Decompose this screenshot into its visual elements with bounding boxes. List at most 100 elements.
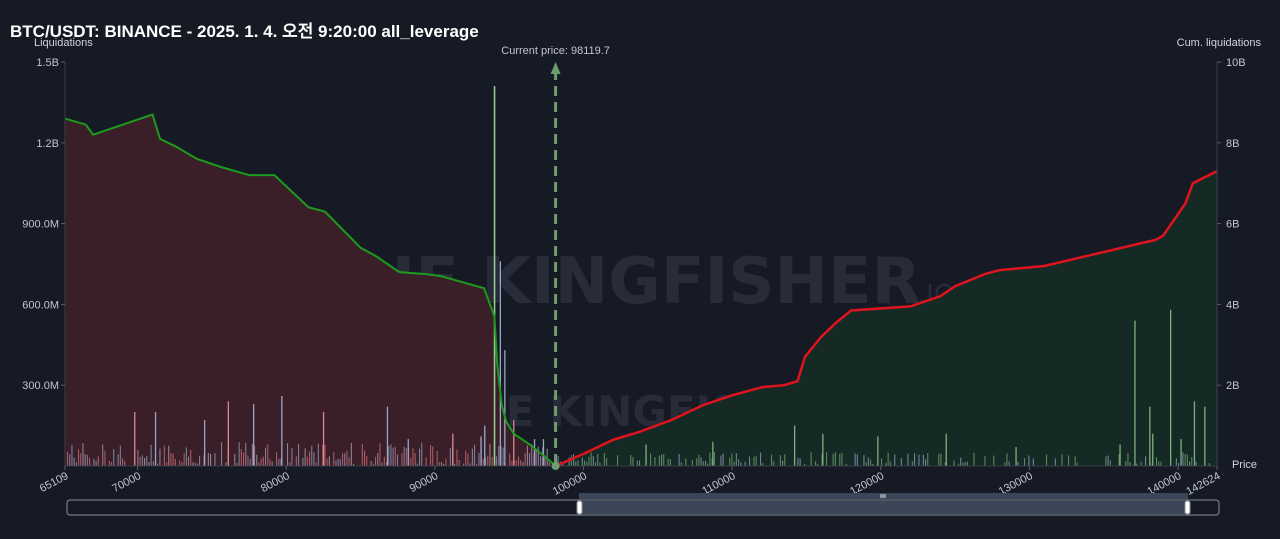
- liquidation-bar: [887, 452, 889, 466]
- liquidation-bar: [225, 462, 227, 466]
- liquidation-bar: [540, 456, 542, 466]
- liquidation-bar: [735, 453, 737, 466]
- navigator-grip-icon[interactable]: [880, 494, 886, 498]
- liquidation-bar: [102, 444, 104, 466]
- liquidation-spike: [533, 439, 536, 466]
- liquidation-spike: [513, 420, 515, 466]
- liquidation-bar: [214, 453, 216, 466]
- liquidation-bar: [1109, 460, 1111, 466]
- liquidation-bar: [568, 457, 570, 466]
- liquidation-bar: [419, 448, 421, 466]
- liquidation-bar: [1178, 463, 1180, 466]
- liquidation-bar: [207, 453, 209, 466]
- liquidation-bar: [529, 453, 531, 466]
- left-axis-tick-label: 900.0M: [22, 219, 59, 231]
- right-axis-tick-label: 8B: [1226, 138, 1239, 150]
- liquidation-spike: [499, 261, 501, 466]
- liquidation-bar: [870, 459, 872, 466]
- liquidation-bar: [1061, 454, 1063, 466]
- liquidation-bar: [251, 444, 253, 466]
- liquidation-bar: [458, 460, 460, 466]
- liquidation-spike: [1170, 309, 1172, 466]
- liquidation-bar: [632, 457, 634, 466]
- liquidation-bar: [834, 452, 836, 466]
- liquidation-bar: [170, 453, 172, 466]
- liquidation-bar: [86, 454, 88, 466]
- liquidation-bar: [918, 454, 920, 466]
- liquidation-bar: [93, 458, 95, 466]
- right-axis-label: Cum. liquidations: [1177, 37, 1262, 49]
- liquidation-bar: [973, 452, 975, 466]
- liquidation-bar: [113, 449, 115, 466]
- liquidation-bar: [927, 453, 929, 466]
- liquidation-bar: [465, 450, 467, 466]
- liquidation-bar: [832, 453, 834, 466]
- liquidation-bar: [817, 463, 819, 466]
- liquidation-bar: [889, 461, 891, 466]
- long-side-cumulative-line: [555, 169, 1217, 466]
- liquidation-bar: [700, 457, 702, 466]
- liquidation-bar: [680, 462, 682, 466]
- liquidation-bar: [122, 458, 124, 466]
- liquidation-bar: [443, 463, 445, 466]
- liquidation-bar: [577, 460, 579, 466]
- liquidation-bar: [97, 456, 99, 466]
- liquidation-bar: [254, 445, 256, 466]
- liquidation-bar: [432, 446, 434, 466]
- liquidation-bar: [344, 453, 346, 466]
- liquidation-bar: [392, 447, 394, 466]
- liquidation-bar: [595, 462, 597, 466]
- liquidation-bar: [1028, 455, 1030, 466]
- liquidation-bar: [267, 444, 269, 466]
- current-price-marker: Current price: 98119.7: [501, 45, 610, 470]
- liquidation-bar: [1195, 461, 1197, 466]
- liquidation-bar: [370, 460, 372, 466]
- liquidation-spike: [645, 444, 647, 466]
- liquidation-bar: [526, 445, 528, 466]
- liquidation-bar: [960, 457, 962, 466]
- liquidation-bar: [265, 447, 267, 466]
- liquidation-spikes: [134, 86, 1206, 466]
- liquidation-bar: [588, 456, 590, 466]
- liquidation-bar: [469, 463, 471, 466]
- liquidation-bar: [722, 453, 724, 466]
- liquidation-bar: [1136, 463, 1138, 466]
- liquidation-bar: [445, 458, 447, 466]
- liquidation-bar: [364, 450, 366, 466]
- liquidation-bar: [449, 448, 451, 466]
- liquidation-bar: [304, 448, 306, 466]
- liquidation-bar: [245, 442, 247, 466]
- liquidation-spike: [877, 436, 879, 466]
- right-axis-tick-label: 10B: [1226, 57, 1246, 69]
- liquidation-bar: [1032, 458, 1034, 466]
- liquidation-spike: [1193, 401, 1196, 466]
- liquidation-bar: [474, 444, 476, 466]
- liquidation-bar: [379, 443, 381, 466]
- x-axis-tick-label: 70000: [110, 470, 143, 495]
- liquidation-bar: [1125, 460, 1127, 466]
- liquidation-bar: [771, 454, 773, 466]
- liquidation-bar: [339, 459, 341, 466]
- liquidation-bar: [287, 443, 289, 466]
- liquidation-bar: [586, 461, 588, 466]
- liquidation-bar: [403, 446, 405, 466]
- liquidation-bar: [953, 460, 955, 466]
- range-navigator[interactable]: [66, 493, 1220, 516]
- navigator-handle-left[interactable]: [576, 500, 583, 515]
- liquidation-spike: [204, 420, 206, 466]
- plot-area: [65, 86, 1217, 466]
- navigator-handle-right[interactable]: [1184, 500, 1191, 515]
- liquidation-bar: [696, 458, 698, 466]
- liquidation-bar: [839, 453, 841, 466]
- liquidation-spike: [253, 404, 255, 466]
- liquidation-spike: [1119, 444, 1121, 466]
- x-axis-tick-label: 65109: [38, 470, 71, 495]
- liquidation-bar: [804, 463, 806, 466]
- navigator-selection[interactable]: [579, 501, 1188, 514]
- liquidation-bar: [685, 458, 687, 466]
- liquidation-bar: [707, 463, 709, 466]
- left-axis-tick-label: 300.0M: [22, 380, 59, 392]
- liquidation-bar: [489, 443, 491, 466]
- liquidation-bar: [867, 457, 869, 466]
